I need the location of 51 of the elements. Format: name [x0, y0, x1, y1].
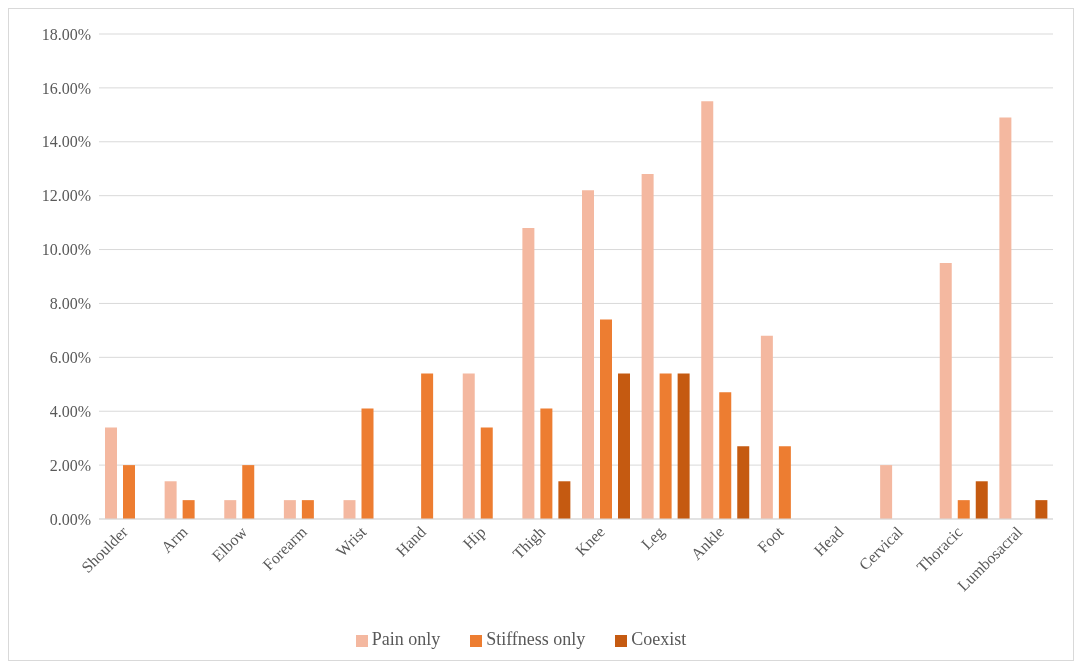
x-tick-label: Wrist — [332, 522, 370, 560]
x-tick-label: Foot — [754, 522, 788, 556]
bar — [880, 465, 893, 519]
bar — [600, 319, 612, 519]
bar — [421, 373, 434, 519]
y-tick-label: 10.00% — [41, 241, 91, 259]
bar — [719, 392, 732, 519]
y-tick-label: 16.00% — [41, 79, 91, 97]
x-tick-label: Hip — [459, 523, 490, 553]
bar — [939, 263, 952, 519]
bar — [105, 427, 117, 519]
bar — [618, 373, 630, 519]
legend-label: Pain only — [371, 629, 441, 649]
x-tick-label: Arm — [157, 522, 191, 556]
bar — [737, 446, 750, 519]
y-tick-label: 14.00% — [41, 133, 91, 151]
bar — [242, 465, 255, 519]
bar — [164, 481, 177, 519]
bar — [659, 373, 672, 519]
y-tick-label: 12.00% — [41, 187, 91, 205]
bar — [582, 190, 594, 519]
y-tick-label: 4.00% — [49, 402, 91, 420]
y-tick-label: 8.00% — [49, 295, 91, 313]
y-tick-label: 0.00% — [49, 510, 91, 528]
bar — [361, 408, 374, 519]
bar — [701, 101, 714, 519]
bar — [182, 500, 195, 519]
bar — [558, 481, 571, 519]
bar — [677, 373, 690, 519]
bar — [343, 500, 356, 519]
bar — [462, 373, 475, 519]
bar — [301, 500, 314, 519]
bar — [957, 500, 970, 519]
bar — [999, 117, 1012, 519]
bar — [224, 500, 237, 519]
y-tick-label: 6.00% — [49, 349, 91, 367]
legend-label: Coexist — [631, 629, 687, 649]
y-tick-label: 18.00% — [41, 25, 91, 43]
bar — [480, 427, 493, 519]
x-tick-label: Leg — [637, 523, 669, 554]
bar — [760, 335, 773, 519]
bar — [283, 500, 296, 519]
bar — [975, 481, 988, 519]
bar — [1035, 500, 1048, 519]
bar — [123, 465, 135, 519]
legend-label: Stiffness only — [486, 629, 586, 649]
bar — [522, 228, 535, 519]
bar — [641, 174, 654, 519]
y-tick-label: 2.00% — [49, 456, 91, 474]
bar — [778, 446, 791, 519]
bar — [540, 408, 553, 519]
